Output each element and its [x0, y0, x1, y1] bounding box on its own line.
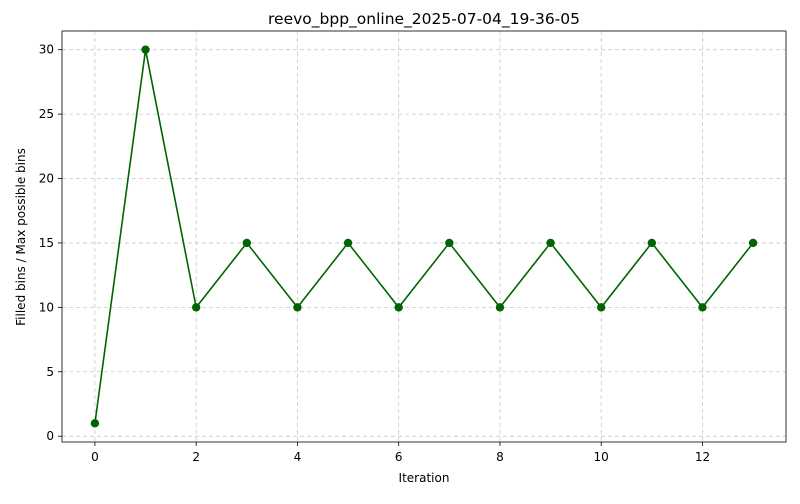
data-point	[141, 45, 150, 54]
data-point	[495, 303, 505, 312]
x-tick-label: 4	[294, 450, 302, 464]
x-tick-label: 10	[594, 450, 609, 464]
grid	[62, 31, 786, 442]
data-point	[394, 303, 403, 312]
x-axis-label: Iteration	[399, 471, 450, 485]
data-point	[445, 238, 454, 248]
data-point	[698, 303, 707, 312]
x-tick-label: 12	[695, 450, 710, 464]
y-axis-label: Filled bins / Max possible bins	[14, 148, 28, 326]
x-tick-label: 2	[192, 450, 200, 464]
data-point	[597, 303, 606, 312]
y-tick-label: 15	[39, 236, 54, 250]
y-tick-label: 30	[39, 43, 54, 57]
y-tick-label: 5	[46, 365, 54, 379]
y-tick-label: 25	[39, 107, 54, 121]
data-point	[242, 238, 251, 248]
data-point	[343, 238, 353, 248]
data-point	[748, 238, 758, 248]
axis-ticks: 0 2 4 6 8 10 12 0 5 10 15 20 25 30	[39, 43, 710, 464]
data-point	[191, 303, 201, 312]
x-tick-label: 6	[395, 450, 403, 464]
series-line	[94, 48, 754, 424]
x-tick-label: 8	[496, 450, 504, 464]
y-tick-label: 20	[39, 172, 54, 186]
data-point	[293, 303, 302, 312]
chart-title: reevo_bpp_online_2025-07-04_19-36-05	[268, 10, 580, 29]
data-point	[647, 238, 657, 248]
data-point	[90, 419, 100, 428]
data-point	[546, 238, 555, 248]
x-tick-label: 0	[91, 450, 99, 464]
data-series	[90, 45, 758, 428]
y-tick-label: 0	[46, 429, 54, 443]
plot-area-frame	[61, 30, 787, 443]
y-tick-label: 10	[39, 300, 54, 314]
